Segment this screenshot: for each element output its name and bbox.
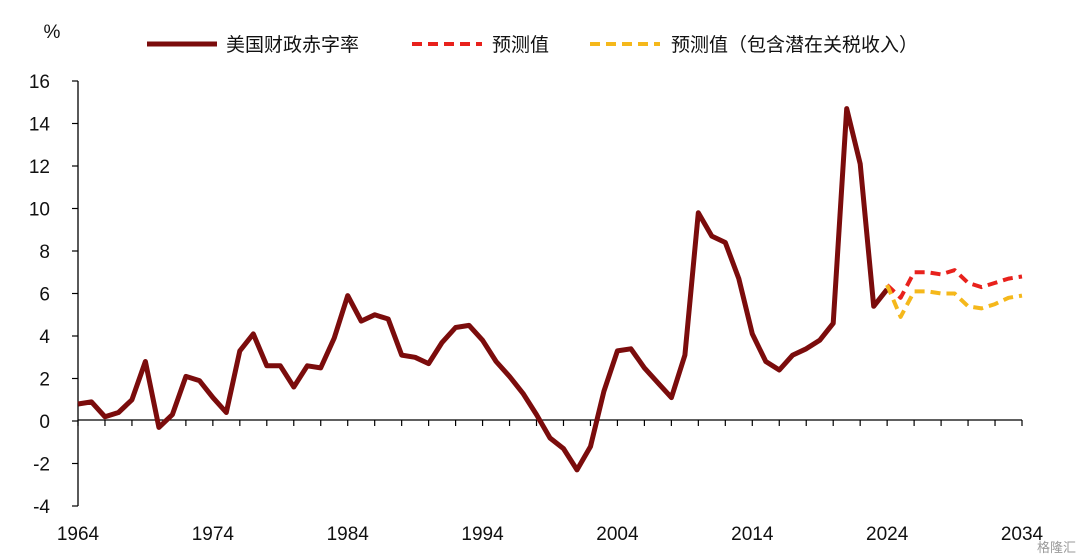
x-tick-label: 1984 <box>327 524 370 545</box>
x-tick-label: 1994 <box>461 524 504 545</box>
watermark-text: 格隆汇 <box>1037 540 1076 556</box>
axes <box>72 80 1023 507</box>
y-tick-label: 0 <box>39 412 50 433</box>
series-line-actual <box>77 106 890 473</box>
series-line-forecast <box>885 268 1023 300</box>
series-lines <box>77 106 1023 473</box>
y-tick-label: 10 <box>29 200 50 221</box>
y-tick-label: -2 <box>33 455 50 476</box>
legend-label-actual: 美国财政赤字率 <box>226 34 359 56</box>
x-tick-label: 2014 <box>731 524 774 545</box>
x-tick-label: 1974 <box>192 524 235 545</box>
y-axis-unit-label: % <box>44 22 61 43</box>
y-tick-label: 12 <box>29 157 50 178</box>
y-tick-label: 8 <box>39 242 50 263</box>
y-tick-label: 16 <box>29 72 50 93</box>
y-tick-label: 14 <box>29 115 51 136</box>
x-tick-label: 2034 <box>1001 524 1044 545</box>
legend-label-forecast-tariff: 预测值（包含潜在关税收入） <box>671 34 918 56</box>
legend-label-forecast: 预测值 <box>492 34 549 56</box>
x-tick-label: 2004 <box>596 524 639 545</box>
tick-labels: -4 -2 0 2 4 6 8 10 12 14 16 1964 1974 1984 1994 2004 201… <box>29 72 1044 545</box>
y-tick-label: 2 <box>39 370 50 391</box>
series-line-forecast-tariff <box>885 284 1023 319</box>
x-tick-label: 1964 <box>57 524 100 545</box>
legend: 美国财政赤字率 预测值 预测值（包含潜在关税收入） <box>147 34 918 56</box>
y-tick-label: 4 <box>39 327 50 348</box>
y-tick-label: 6 <box>39 285 50 306</box>
y-tick-label: -4 <box>33 497 50 518</box>
x-tick-label: 2024 <box>866 524 909 545</box>
